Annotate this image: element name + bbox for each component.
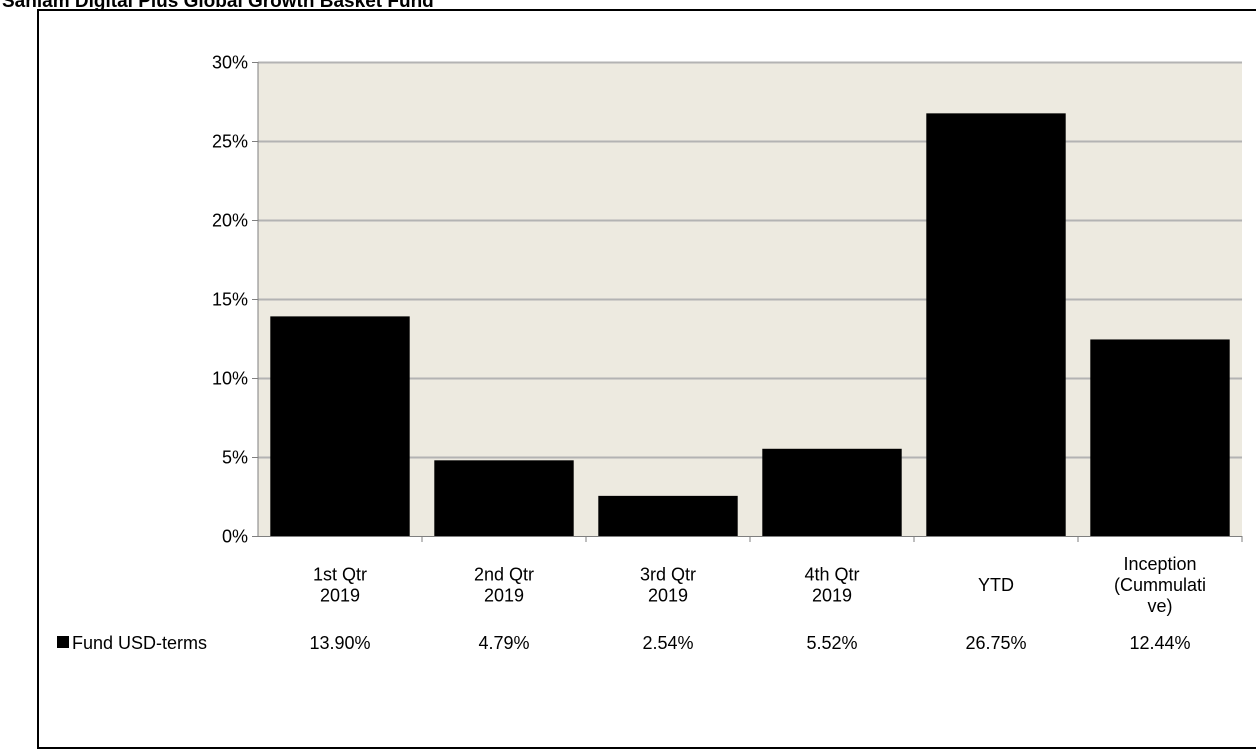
data-table-value: 26.75% [965,633,1026,653]
data-table-value: 5.52% [806,633,857,653]
bar [270,316,410,536]
data-table-value: 2.54% [642,633,693,653]
y-tick-label: 15% [212,290,248,310]
y-tick-label: 0% [222,527,248,547]
category-label: 2nd Qtr 2019 [474,565,534,606]
bar [1090,339,1230,536]
y-tick-label: 30% [212,53,248,73]
gridlines [258,61,1242,459]
category-label: 1st Qtr 2019 [313,565,367,606]
data-table-value: 13.90% [309,633,370,653]
data-table-value: 4.79% [478,633,529,653]
legend-key [57,636,69,648]
category-label: Inception (Cummulati ve) [1114,554,1206,616]
data-table: Fund USD-terms 13.90% 4.79% 2.54% 5.52% 26.7… [57,633,1191,653]
bar [762,448,902,536]
y-tick-label: 20% [212,211,248,231]
category-label: 4th Qtr 2019 [804,565,859,606]
y-tick-labels: 0% 5% 10% 15% 20% 25% 30% [212,53,258,547]
category-label: 3rd Qtr 2019 [640,565,696,606]
data-table-value: 12.44% [1129,633,1190,653]
legend-series-name: Fund USD-terms [72,633,207,653]
category-labels: 1st Qtr 2019 2nd Qtr 2019 3rd Qtr 2019 4th Qtr… [313,536,1243,616]
y-tick-label: 25% [212,132,248,152]
bar [434,460,574,536]
bar [598,495,738,536]
category-label: YTD [978,575,1014,595]
y-tick-label: 10% [212,369,248,389]
y-tick-label: 5% [222,448,248,468]
bars [270,113,1230,536]
bar [926,113,1066,536]
